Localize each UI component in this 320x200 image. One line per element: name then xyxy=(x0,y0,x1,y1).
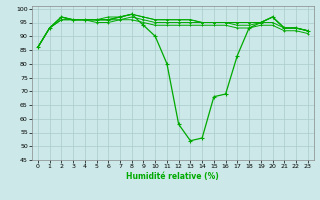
X-axis label: Humidité relative (%): Humidité relative (%) xyxy=(126,172,219,181)
